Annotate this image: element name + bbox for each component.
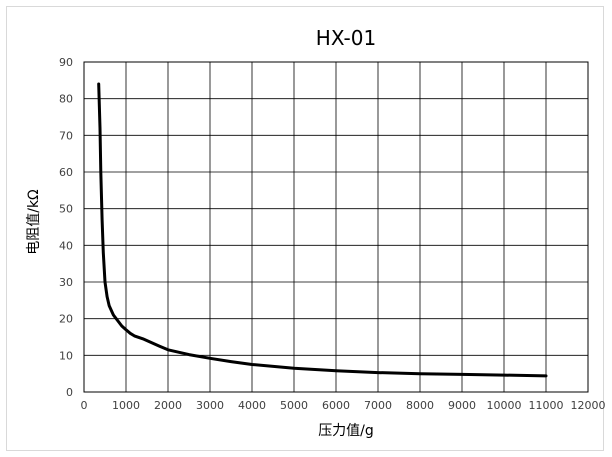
x-tick-label: 5000 — [280, 399, 308, 412]
y-tick-label: 40 — [59, 239, 73, 252]
chart-title: HX-01 — [316, 26, 376, 50]
x-tick-label: 10000 — [487, 399, 522, 412]
plot-area — [83, 61, 589, 393]
x-tick-label: 1000 — [112, 399, 140, 412]
series-line — [97, 82, 548, 378]
y-tick-label: 70 — [59, 129, 73, 142]
y-tick-label: 30 — [59, 276, 73, 289]
chart-frame: HX-01 0 1000 2000 3000 4000 5000 6000 7000 8000 9… — [6, 6, 605, 451]
grid — [83, 61, 589, 393]
y-axis-title: 电阻值/kΩ — [26, 189, 42, 255]
y-tick-label: 20 — [59, 313, 73, 326]
x-tick-label: 4000 — [238, 399, 266, 412]
x-tick-label: 9000 — [448, 399, 476, 412]
y-tick-label: 0 — [66, 386, 73, 399]
x-tick-label: 8000 — [406, 399, 434, 412]
tick-labels: 0 1000 2000 3000 4000 5000 6000 7000 8000 9000 100… — [59, 56, 605, 412]
x-tick-label: 11000 — [529, 399, 564, 412]
y-tick-label: 60 — [59, 166, 73, 179]
x-tick-label: 3000 — [196, 399, 224, 412]
y-tick-label: 10 — [59, 349, 73, 362]
line-chart: HX-01 0 1000 2000 3000 4000 5000 6000 7000 8000 9… — [26, 26, 605, 439]
x-tick-label: 7000 — [364, 399, 392, 412]
x-tick-label: 0 — [81, 399, 88, 412]
y-tick-label: 90 — [59, 56, 73, 69]
x-axis-title: 压力值/g — [318, 423, 374, 439]
x-tick-label: 12000 — [571, 399, 606, 412]
x-tick-label: 6000 — [322, 399, 350, 412]
x-tick-label: 2000 — [154, 399, 182, 412]
y-tick-label: 80 — [59, 93, 73, 106]
series-layer — [97, 82, 548, 378]
y-tick-label: 50 — [59, 203, 73, 216]
